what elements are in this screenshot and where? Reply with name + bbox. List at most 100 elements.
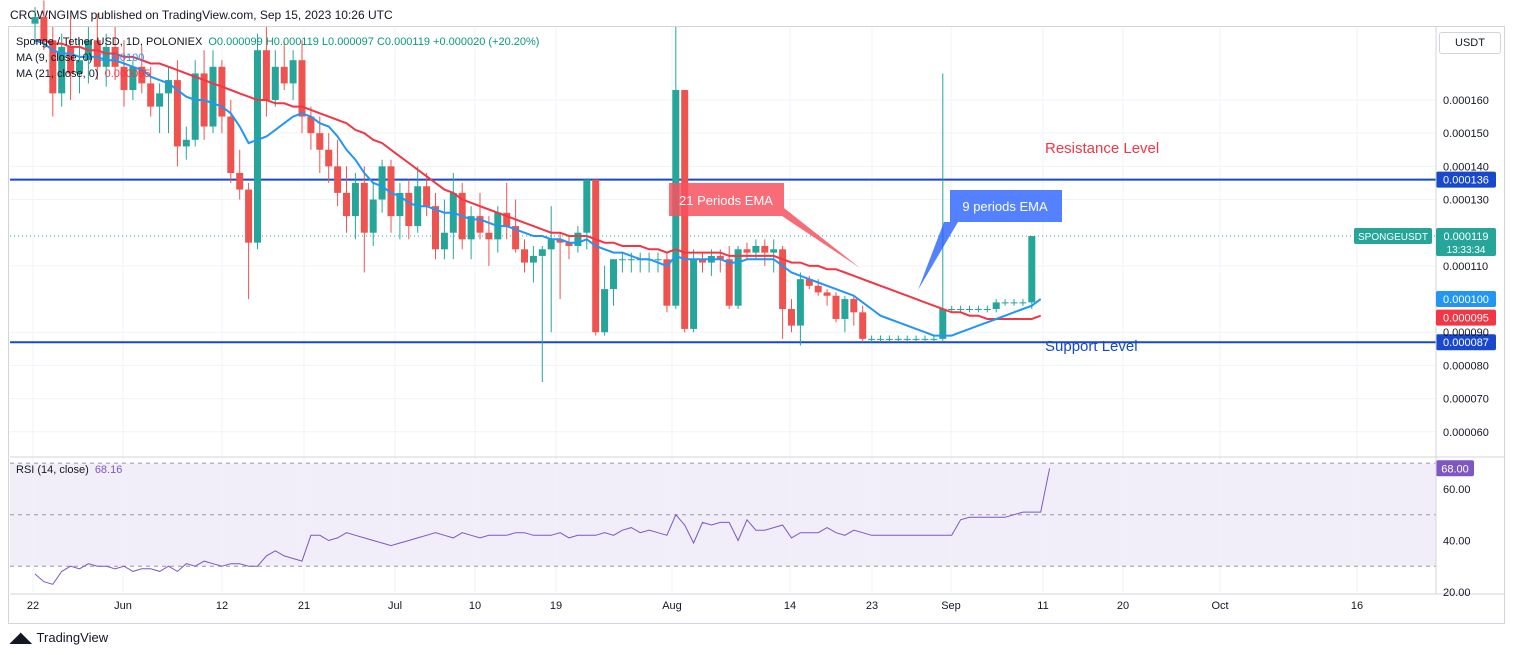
candle-body bbox=[877, 338, 884, 340]
candle-body bbox=[939, 309, 947, 339]
candle-body bbox=[592, 179, 600, 333]
candle-body bbox=[734, 249, 742, 306]
candle-body bbox=[841, 299, 849, 319]
candle-body bbox=[40, 17, 48, 41]
candle-body bbox=[343, 192, 350, 217]
candle-body bbox=[1001, 302, 1009, 304]
candle-body bbox=[779, 249, 787, 310]
candle-body bbox=[823, 292, 831, 296]
time-tick-label: 19 bbox=[550, 600, 562, 612]
ema21-callout bbox=[669, 183, 860, 268]
time-tick-label: 22 bbox=[27, 600, 39, 612]
candle-body bbox=[307, 116, 315, 134]
time-tick-label: 16 bbox=[1351, 600, 1363, 612]
price-tick-label: 0.000090 bbox=[1443, 327, 1489, 339]
candle-body bbox=[360, 182, 368, 233]
chart-frame bbox=[8, 26, 1505, 624]
legend-rsi: RSI (14, close) 68.16 bbox=[16, 464, 125, 476]
time-tick-label: Aug bbox=[662, 600, 682, 612]
candle-body bbox=[485, 232, 493, 240]
footer: ◢◣ TradingView bbox=[10, 629, 108, 646]
candle-body bbox=[912, 338, 920, 340]
candle-body bbox=[538, 249, 546, 256]
time-tick-label: 23 bbox=[866, 600, 878, 612]
candle-body bbox=[903, 338, 911, 340]
candle-body bbox=[432, 206, 439, 250]
rsi-pane: 68.00 bbox=[10, 460, 1474, 585]
time-tick-label: Jul bbox=[388, 600, 402, 612]
rsi-label: RSI (14, close) bbox=[16, 464, 89, 476]
ma-lines bbox=[34, 39, 1042, 337]
candle-body bbox=[796, 279, 804, 326]
candles bbox=[31, 0, 1036, 383]
candle-body bbox=[627, 259, 635, 261]
ma21-value: 0.000095 bbox=[104, 68, 151, 80]
time-tick-label: Sep bbox=[941, 600, 961, 612]
candle-body bbox=[850, 299, 858, 313]
candle-body bbox=[67, 46, 75, 74]
time-tick-label: 14 bbox=[784, 600, 796, 612]
last-price-tag bbox=[1436, 228, 1496, 257]
time-tick-label: 12 bbox=[216, 600, 228, 612]
level-tag-text: 0.000136 bbox=[1443, 175, 1489, 187]
ema21-callout-text: 21 Periods EMA bbox=[679, 193, 773, 208]
ema9-callout-text: 9 periods EMA bbox=[962, 199, 1048, 214]
candle-body bbox=[191, 73, 199, 140]
price-tick-label: 0.000070 bbox=[1443, 394, 1489, 406]
rsi-tag bbox=[1436, 460, 1474, 477]
candle-body bbox=[521, 249, 528, 263]
symbol-tag-text: SPONGEUSDT bbox=[1358, 232, 1428, 243]
candle-body bbox=[1019, 302, 1027, 304]
candle-body bbox=[992, 302, 1000, 310]
candle-body bbox=[948, 309, 956, 311]
level-tag bbox=[1436, 171, 1496, 188]
candle-body bbox=[868, 338, 876, 340]
rsi-tick-label: 60.00 bbox=[1443, 484, 1471, 496]
level-tag bbox=[1436, 334, 1496, 351]
price-tick-label: 0.000060 bbox=[1443, 427, 1489, 439]
time-tick-label: 10 bbox=[469, 600, 481, 612]
candle-body bbox=[467, 216, 475, 240]
candle-body bbox=[396, 192, 404, 217]
candle-body bbox=[387, 166, 395, 217]
resistance-label: Resistance Level bbox=[1045, 140, 1159, 157]
price-tick-label: 0.000130 bbox=[1443, 195, 1489, 207]
candle-body bbox=[725, 259, 733, 306]
rsi-value: 68.16 bbox=[94, 464, 123, 476]
publish-header: CROWNGIMS published on TradingView.com, … bbox=[10, 8, 393, 22]
candle-body bbox=[289, 60, 297, 84]
candle-body bbox=[262, 50, 270, 100]
candle-body bbox=[556, 239, 564, 243]
candle-body bbox=[280, 66, 288, 84]
candle-body bbox=[102, 46, 110, 67]
candle-body bbox=[147, 83, 155, 107]
candle-body bbox=[351, 182, 359, 217]
candle-body bbox=[378, 166, 386, 200]
price-tick-label: 0.000110 bbox=[1443, 261, 1488, 273]
candle-body bbox=[894, 338, 902, 340]
candle-body bbox=[156, 93, 164, 107]
candle-body bbox=[298, 60, 306, 117]
candle-body bbox=[805, 279, 813, 286]
candle-body bbox=[316, 133, 324, 150]
candle-body bbox=[325, 149, 333, 167]
ma21-tag bbox=[1436, 309, 1496, 326]
time-tick-label: 20 bbox=[1117, 600, 1129, 612]
candle-body bbox=[111, 46, 119, 67]
price-tick-label: 0.000150 bbox=[1443, 128, 1489, 140]
candle-body bbox=[583, 179, 591, 233]
symbol-title: Sponge / Tether USD, 1D, POLONIEX bbox=[16, 36, 203, 48]
currency-button[interactable]: USDT bbox=[1439, 32, 1501, 54]
candle-body bbox=[120, 66, 128, 91]
candle-body bbox=[138, 66, 146, 84]
candle-body bbox=[690, 259, 698, 329]
candle-body bbox=[752, 245, 760, 253]
candle-body bbox=[405, 192, 413, 227]
candle-body bbox=[49, 40, 57, 94]
time-tick-label: Oct bbox=[1211, 600, 1228, 612]
last-price-text: 0.000119 bbox=[1443, 231, 1488, 243]
rsi-tick-label: 40.00 bbox=[1443, 535, 1471, 547]
candle-body bbox=[369, 199, 377, 233]
ma9-label: MA (9, close, 0) bbox=[16, 52, 93, 64]
